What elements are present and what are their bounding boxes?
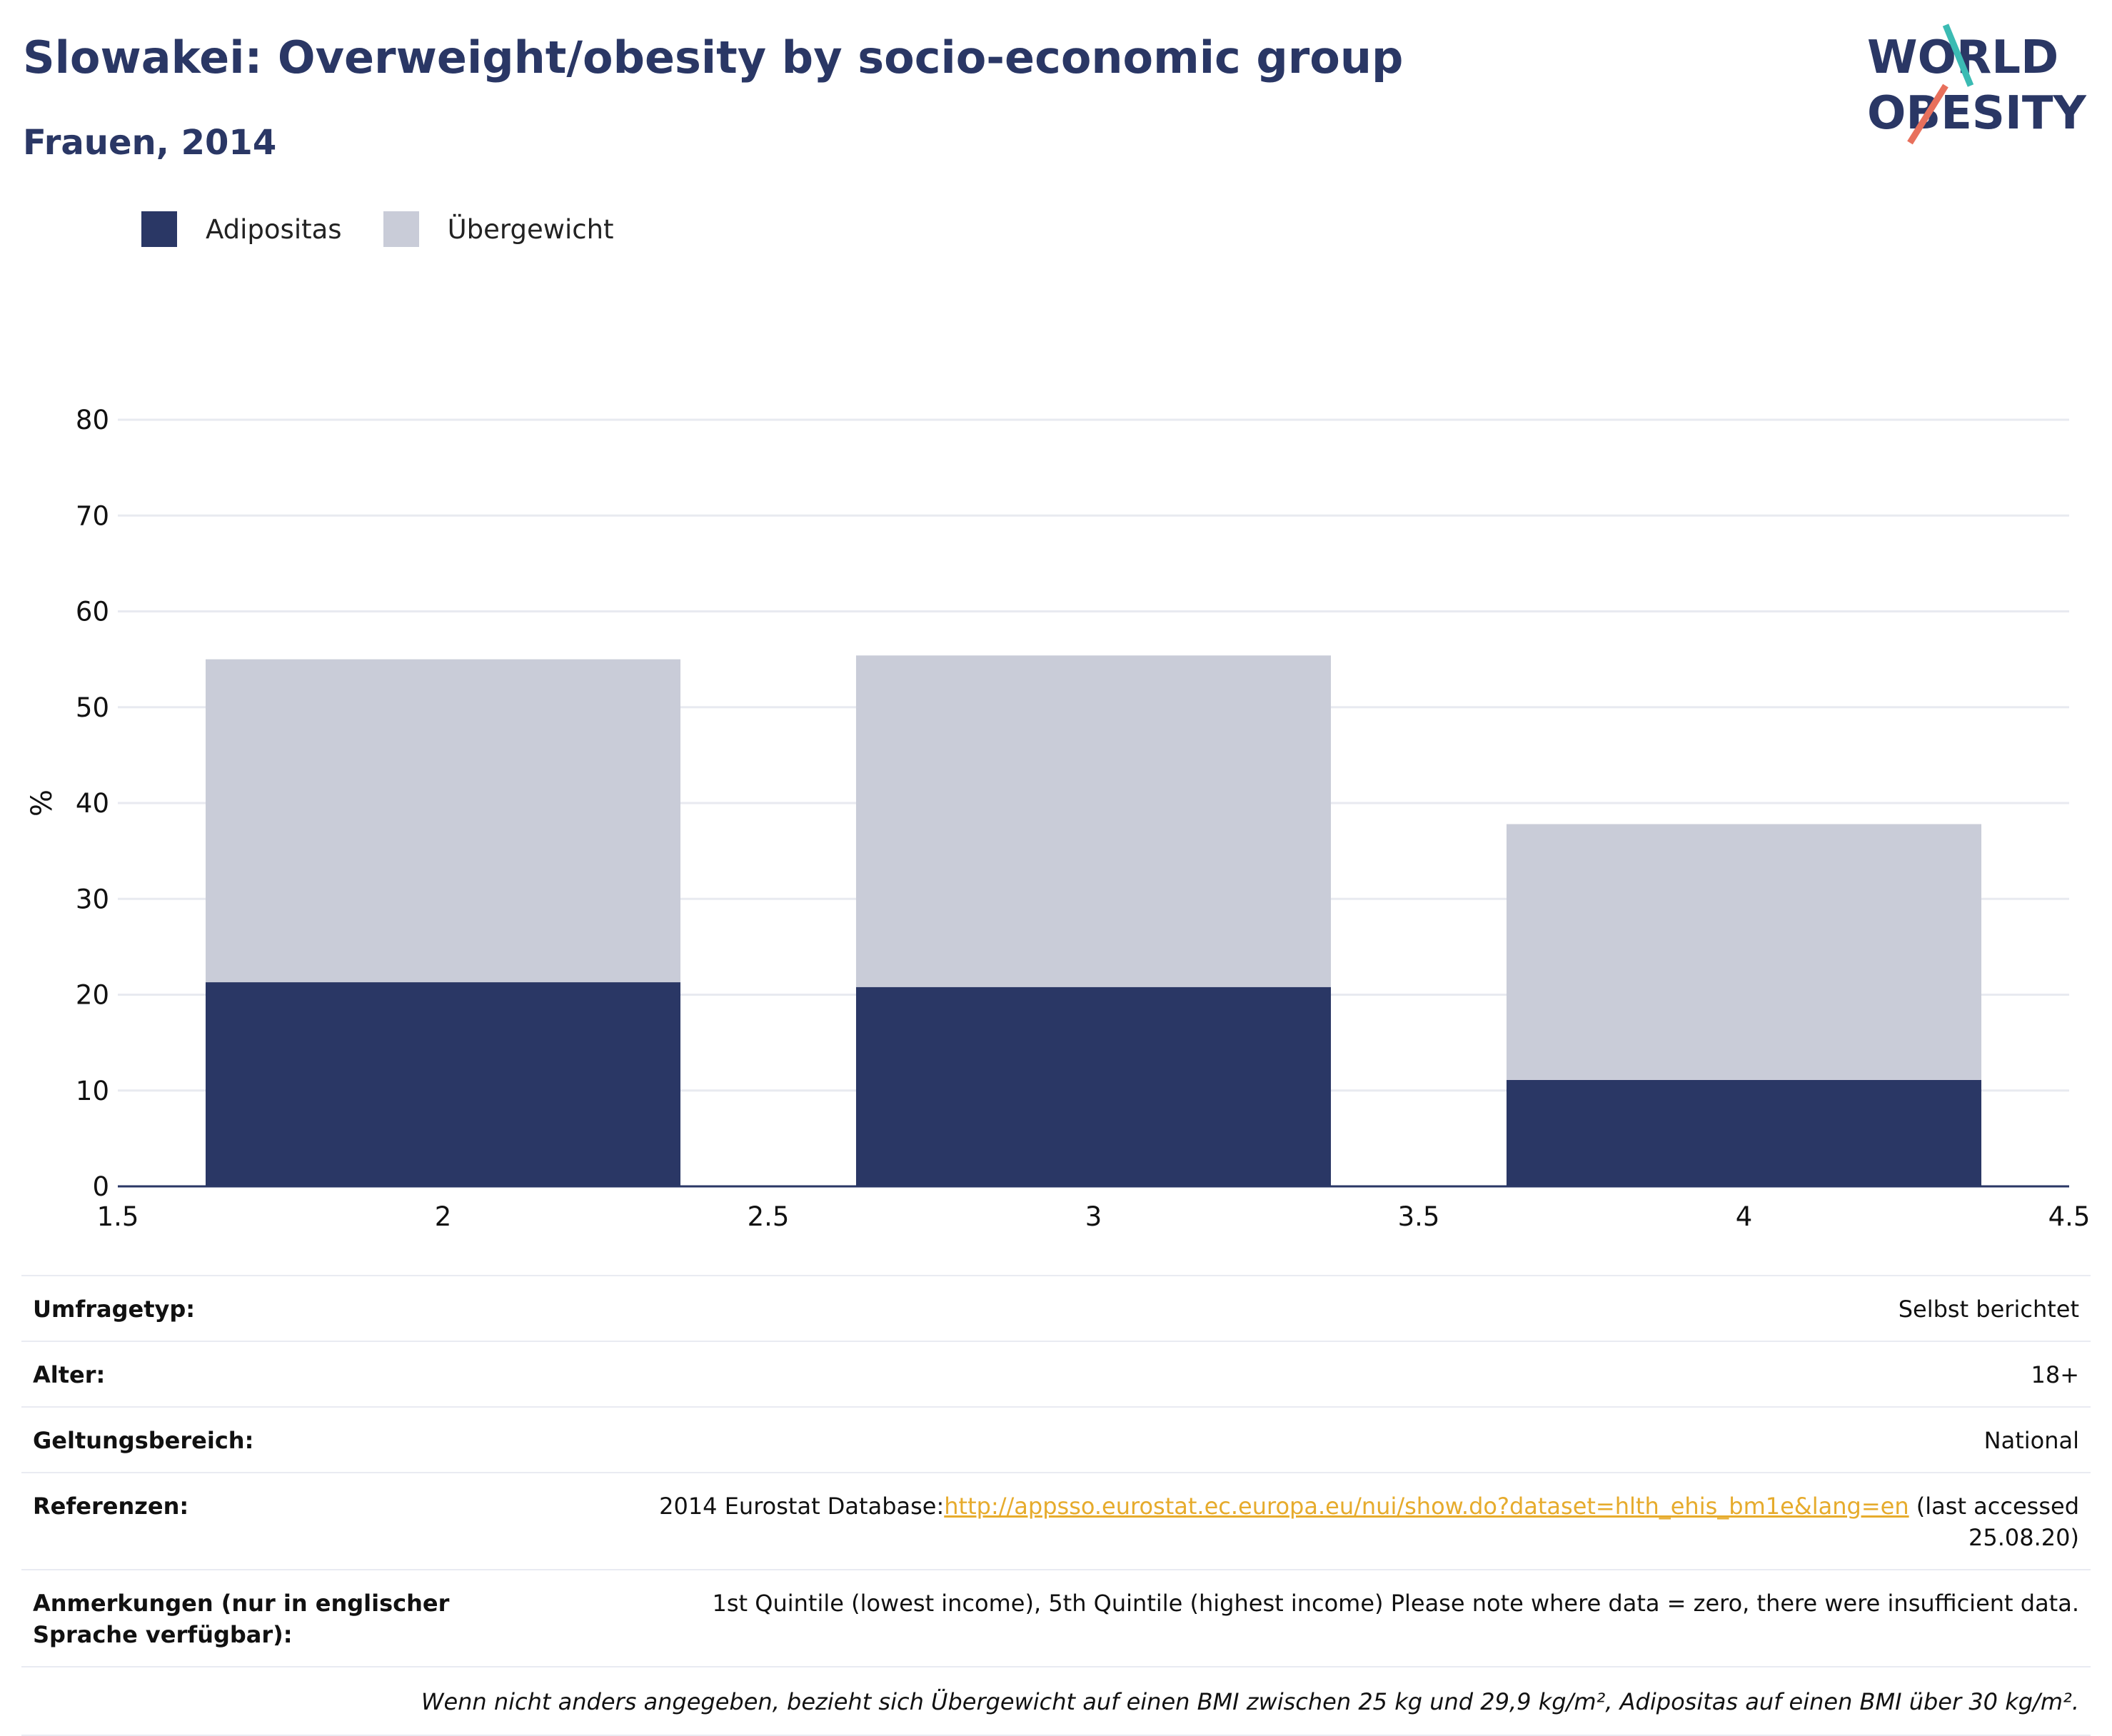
y-tick-label: 50: [76, 692, 109, 723]
x-tick-label: 3: [1085, 1201, 1102, 1228]
y-tick-label: 40: [76, 788, 109, 819]
y-tick-label: 80: [76, 405, 109, 435]
chart-legend: Adipositas Übergewicht: [141, 211, 655, 247]
legend-item-obesity[interactable]: Adipositas: [141, 211, 342, 247]
logo-line1: WORLD: [1867, 31, 2058, 84]
bar-overweight: [1506, 824, 1982, 1080]
y-tick-label: 60: [76, 597, 109, 627]
logo-slash-coral: [1907, 84, 1948, 145]
x-tick-label: 2.5: [748, 1201, 790, 1228]
legend-label-overweight: Übergewicht: [447, 213, 614, 245]
bar-overweight: [205, 659, 681, 983]
info-value: 1st Quintile (lowest income), 5th Quinti…: [712, 1590, 2080, 1617]
y-tick-label: 30: [76, 884, 109, 914]
info-label: Geltungsbereich:: [33, 1427, 254, 1454]
info-row-coverage: Geltungsbereich: National: [21, 1406, 2091, 1472]
x-tick-label: 1.5: [97, 1201, 139, 1228]
x-tick-label: 4: [1736, 1201, 1753, 1228]
x-tick-label: 3.5: [1398, 1201, 1440, 1228]
axes: 0 10 20 30 40 50 60 70 80 1.5 2 2.5 3 3.5 4 4.5%: [26, 405, 2090, 1228]
x-tick-label: 4.5: [2048, 1201, 2091, 1228]
logo-slash-teal: [1942, 24, 1974, 87]
x-tick-label: 2: [435, 1201, 452, 1228]
info-label: Alter:: [33, 1361, 106, 1388]
info-value: 18+: [2031, 1361, 2079, 1388]
reference-suffix: (last accessed 25.08.20): [1909, 1493, 2079, 1551]
bar-chart: 0 10 20 30 40 50 60 70 80 1.5 2 2.5 3 3.5 4 4.5%: [26, 405, 2090, 1228]
y-tick-label: 20: [76, 980, 109, 1011]
reference-link[interactable]: http://appsso.eurostat.ec.europa.eu/nui/…: [944, 1493, 1909, 1520]
chart-subtitle: Frauen, 2014: [23, 123, 277, 163]
info-value: 2014 Eurostat Database:http://appsso.eur…: [545, 1490, 2079, 1553]
bar-obesity: [1506, 1079, 1982, 1186]
bar-obesity: [205, 982, 681, 1186]
y-tick-label: 10: [76, 1076, 109, 1106]
reference-prefix: 2014 Eurostat Database:: [659, 1493, 945, 1520]
y-axis-label: %: [26, 789, 59, 817]
info-table: Umfragetyp: Selbst berichtet Alter: 18+ …: [21, 1275, 2091, 1736]
info-row-age: Alter: 18+: [21, 1341, 2091, 1406]
info-row-survey-type: Umfragetyp: Selbst berichtet: [21, 1275, 2091, 1341]
bar-overweight: [855, 655, 1332, 987]
legend-swatch-overweight: [383, 211, 419, 247]
y-tick-label: 0: [92, 1171, 109, 1202]
info-label: Referenzen:: [33, 1493, 189, 1520]
y-tick-label: 70: [76, 500, 109, 531]
bar-obesity: [855, 986, 1332, 1186]
info-value: Selbst berichtet: [1898, 1296, 2079, 1323]
world-obesity-logo: WORLD OBESITY: [1867, 24, 2086, 145]
logo-line2: OBESITY: [1867, 87, 2086, 140]
chart-title: Slowakei: Overweight/obesity by socio-ec…: [23, 31, 1404, 84]
info-row-references: Referenzen: 2014 Eurostat Database:http:…: [21, 1472, 2091, 1569]
info-label: Umfragetyp:: [33, 1296, 196, 1323]
info-row-notes: Anmerkungen (nur in englischer Sprache v…: [21, 1569, 2091, 1666]
bars: [205, 655, 1982, 1186]
legend-label-obesity: Adipositas: [206, 213, 342, 245]
footnote: Wenn nicht anders angegeben, bezieht sic…: [21, 1666, 2091, 1736]
info-value: National: [1983, 1427, 2079, 1454]
info-label: Anmerkungen (nur in englischer Sprache v…: [33, 1590, 450, 1648]
legend-item-overweight[interactable]: Übergewicht: [383, 211, 614, 247]
legend-swatch-obesity: [141, 211, 177, 247]
